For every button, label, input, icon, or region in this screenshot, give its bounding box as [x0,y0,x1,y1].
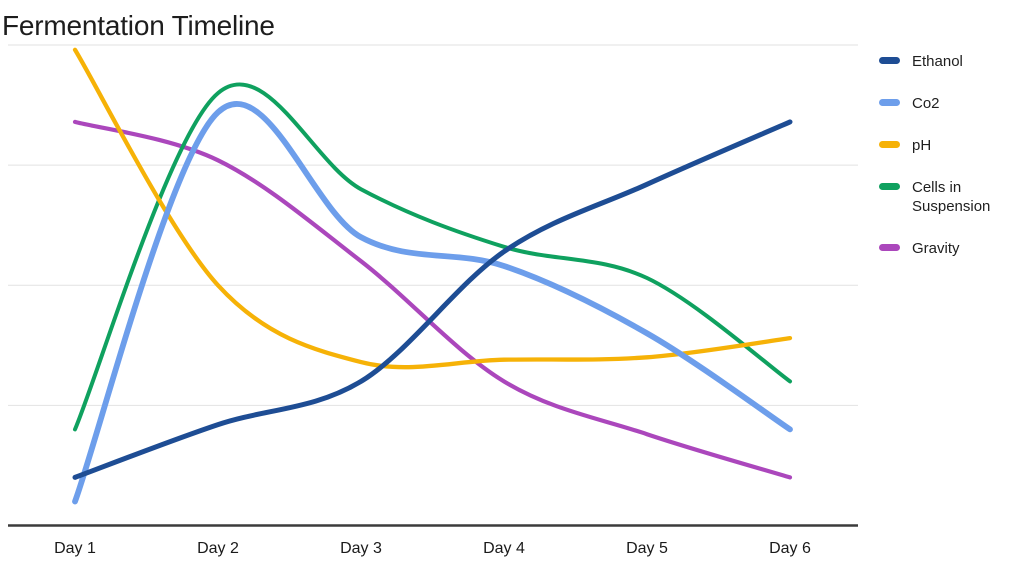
series-line-co2 [72,101,793,505]
legend-swatch-ph [879,141,900,148]
series-line-ethanol [72,119,793,480]
x-axis-label: Day 5 [626,540,668,557]
x-axis-label: Day 2 [197,540,239,557]
legend-label-ethanol: Ethanol [912,53,963,70]
series-line-ph [72,47,793,370]
legend-label-ph: pH [912,137,932,154]
x-axis-label: Day 1 [54,540,96,557]
legend-item-co2: Co2 [879,94,1012,113]
legend-swatch-cells-in-suspension [879,183,900,190]
legend-item-cells-in-suspension: Cells in Suspension [879,178,1012,216]
legend-item-gravity: Gravity [879,239,1012,258]
x-axis-label: Day 4 [483,540,525,557]
legend-label-cells-in-suspension: Cells in Suspension [912,179,991,215]
chart-title: Fermentation Timeline [2,10,275,41]
legend-swatch-ethanol [879,57,900,64]
series-line-gravity [72,119,793,480]
legend-item-ph: pH [879,136,1012,155]
legend-swatch-co2 [879,99,900,106]
legend-label-co2: Co2 [912,95,940,112]
series-line-cells-in-suspension [73,82,792,432]
x-axis-label: Day 6 [769,540,811,557]
chart-legend: Ethanol Co2 pH Cells in Suspension Gravity [879,52,1012,281]
legend-swatch-gravity [879,244,900,251]
x-axis-label: Day 3 [340,540,382,557]
legend-label-gravity: Gravity [912,240,960,257]
legend-item-ethanol: Ethanol [879,52,1012,71]
